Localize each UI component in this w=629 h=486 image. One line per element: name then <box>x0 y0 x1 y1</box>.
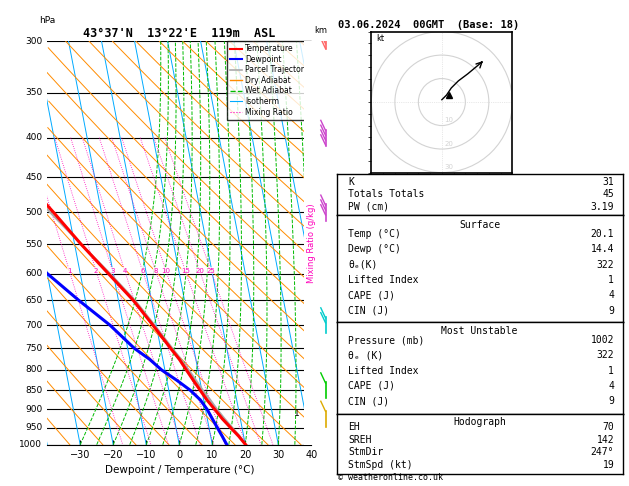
Text: 300: 300 <box>25 37 42 46</box>
Text: 450: 450 <box>25 173 42 182</box>
Text: 31: 31 <box>603 177 614 187</box>
Text: 1000: 1000 <box>19 440 42 449</box>
Text: CAPE (J): CAPE (J) <box>348 290 395 300</box>
Text: km: km <box>314 26 327 35</box>
Text: 20: 20 <box>444 140 453 146</box>
Text: 9: 9 <box>608 306 614 315</box>
Text: kt: kt <box>376 34 384 43</box>
Text: Mixing Ratio (g/kg): Mixing Ratio (g/kg) <box>307 203 316 283</box>
Text: 322: 322 <box>596 350 614 361</box>
Text: 3.19: 3.19 <box>591 202 614 211</box>
Text: 2: 2 <box>94 268 98 274</box>
Text: 650: 650 <box>25 296 42 305</box>
Text: 142: 142 <box>596 435 614 445</box>
Text: 3: 3 <box>314 321 320 330</box>
Text: 1: 1 <box>314 405 320 414</box>
Text: 14.4: 14.4 <box>591 244 614 254</box>
Title: 43°37'N  13°22'E  119m  ASL: 43°37'N 13°22'E 119m ASL <box>83 27 276 40</box>
Text: 19: 19 <box>603 460 614 470</box>
Text: Lifted Index: Lifted Index <box>348 275 418 285</box>
Text: CIN (J): CIN (J) <box>348 306 389 315</box>
Text: 1: 1 <box>294 409 300 418</box>
Text: Totals Totals: Totals Totals <box>348 189 425 199</box>
Text: Most Unstable: Most Unstable <box>442 327 518 336</box>
Text: 247°: 247° <box>591 447 614 457</box>
Text: EH: EH <box>348 422 360 432</box>
Text: 15: 15 <box>181 268 190 274</box>
Text: 1002: 1002 <box>591 335 614 345</box>
Text: 350: 350 <box>25 88 42 98</box>
Text: θₑ(K): θₑ(K) <box>348 260 377 270</box>
Text: hPa: hPa <box>39 16 55 25</box>
Text: Dewp (°C): Dewp (°C) <box>348 244 401 254</box>
Text: Surface: Surface <box>459 220 500 230</box>
Text: 2: 2 <box>314 364 320 372</box>
Text: 950: 950 <box>25 423 42 432</box>
Text: ASL: ASL <box>314 43 330 52</box>
Text: 6: 6 <box>314 189 320 198</box>
Text: 750: 750 <box>25 344 42 353</box>
Text: θₑ (K): θₑ (K) <box>348 350 383 361</box>
Text: 850: 850 <box>25 386 42 395</box>
Text: 20: 20 <box>195 268 204 274</box>
Text: 4: 4 <box>123 268 127 274</box>
Text: 45: 45 <box>603 189 614 199</box>
Text: 600: 600 <box>25 269 42 278</box>
Text: 700: 700 <box>25 321 42 330</box>
Text: StmDir: StmDir <box>348 447 383 457</box>
Text: Pressure (mb): Pressure (mb) <box>348 335 425 345</box>
Text: 800: 800 <box>25 365 42 374</box>
Text: 500: 500 <box>25 208 42 217</box>
Text: 4: 4 <box>608 381 614 391</box>
Text: K: K <box>348 177 354 187</box>
Text: 4: 4 <box>608 290 614 300</box>
Text: Temp (°C): Temp (°C) <box>348 229 401 239</box>
Text: 10: 10 <box>444 117 454 123</box>
Text: 1: 1 <box>608 365 614 376</box>
Text: 03.06.2024  00GMT  (Base: 18): 03.06.2024 00GMT (Base: 18) <box>338 20 519 31</box>
Text: 20.1: 20.1 <box>591 229 614 239</box>
Text: 4: 4 <box>314 279 320 289</box>
Text: 5: 5 <box>314 234 320 243</box>
Text: © weatheronline.co.uk: © weatheronline.co.uk <box>338 473 443 482</box>
Text: 70: 70 <box>603 422 614 432</box>
Text: StmSpd (kt): StmSpd (kt) <box>348 460 413 470</box>
Text: 550: 550 <box>25 240 42 249</box>
Text: 8: 8 <box>314 95 320 104</box>
Text: SREH: SREH <box>348 435 372 445</box>
Text: 1: 1 <box>608 275 614 285</box>
Text: Lifted Index: Lifted Index <box>348 365 418 376</box>
Text: 30: 30 <box>444 164 454 170</box>
Text: 25: 25 <box>206 268 215 274</box>
Text: 8: 8 <box>153 268 158 274</box>
Text: 1: 1 <box>67 268 72 274</box>
Text: Hodograph: Hodograph <box>453 417 506 427</box>
X-axis label: Dewpoint / Temperature (°C): Dewpoint / Temperature (°C) <box>104 465 254 475</box>
Text: LCL: LCL <box>314 409 330 418</box>
Text: CIN (J): CIN (J) <box>348 396 389 406</box>
Text: 400: 400 <box>25 133 42 142</box>
Text: 3: 3 <box>110 268 115 274</box>
Text: 6: 6 <box>140 268 145 274</box>
Text: 900: 900 <box>25 405 42 414</box>
Text: 7: 7 <box>314 142 320 151</box>
Text: 10: 10 <box>162 268 170 274</box>
Text: 322: 322 <box>596 260 614 270</box>
Text: PW (cm): PW (cm) <box>348 202 389 211</box>
Text: CAPE (J): CAPE (J) <box>348 381 395 391</box>
Text: 9: 9 <box>608 396 614 406</box>
Legend: Temperature, Dewpoint, Parcel Trajectory, Dry Adiabat, Wet Adiabat, Isotherm, Mi: Temperature, Dewpoint, Parcel Trajectory… <box>227 41 311 120</box>
